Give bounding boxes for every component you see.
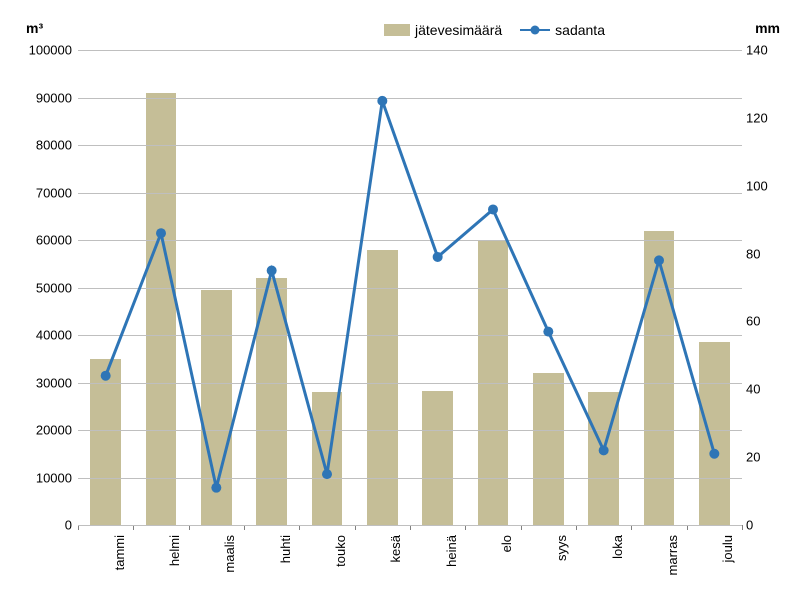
x-tick-label: loka [610, 535, 625, 559]
gridline [78, 288, 742, 289]
gridline [78, 193, 742, 194]
gridline [78, 335, 742, 336]
x-tick-label: syys [554, 535, 569, 561]
x-tick-label: heinä [444, 535, 459, 567]
x-tick-label: touko [333, 535, 348, 567]
gridline [78, 383, 742, 384]
gridline [78, 145, 742, 146]
gridline [78, 50, 742, 51]
x-tick-label: maalis [222, 535, 237, 573]
x-tick-label: elo [499, 535, 514, 552]
gridline [78, 525, 742, 526]
gridline [78, 430, 742, 431]
x-tick-labels: tammi helmi maalis huhti touko kesä heinä elo sy… [0, 0, 792, 611]
x-tick-label: helmi [167, 535, 182, 566]
x-tick-label: marras [665, 535, 680, 575]
chart-container: m³ mm jätevesimääräsadanta 0100002000030… [0, 0, 792, 611]
gridline [78, 478, 742, 479]
x-tick-label: tammi [112, 535, 127, 570]
x-tick-mark [742, 525, 743, 530]
gridline [78, 240, 742, 241]
x-tick-label: kesä [388, 535, 403, 562]
gridline [78, 98, 742, 99]
x-tick-label: joulu [720, 535, 735, 562]
x-tick-label: huhti [278, 535, 293, 563]
